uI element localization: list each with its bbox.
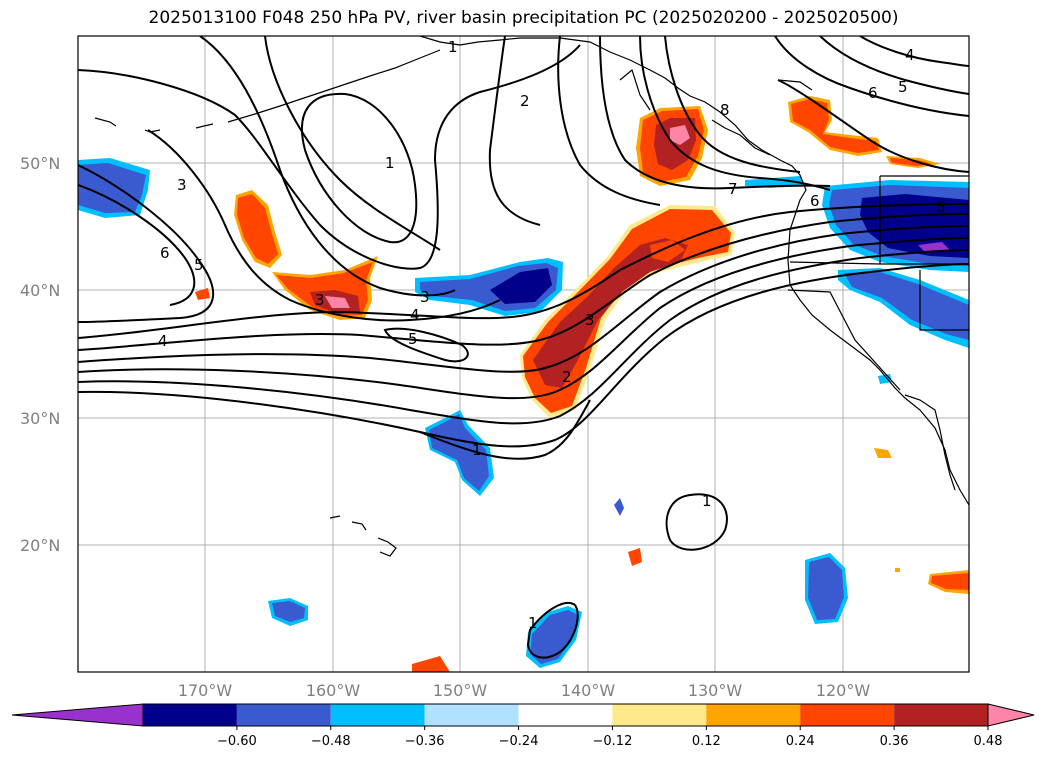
colorbar-segment	[894, 704, 988, 726]
contour-label: 3	[315, 291, 325, 309]
negative-pc-patches	[78, 158, 969, 668]
colorbar-segment	[236, 704, 331, 726]
map-border	[77, 35, 970, 673]
colorbar-tick-label: −0.24	[499, 734, 539, 749]
contour-label: 6	[868, 84, 878, 102]
colorbar-tick-label: 0.48	[974, 734, 1003, 749]
colorbar-tick-label: −0.60	[217, 734, 257, 749]
lon-label-150w: 150°W	[433, 681, 488, 700]
lat-label-20n: 20°N	[20, 536, 60, 555]
positive-pc-patches	[195, 96, 969, 672]
contour-label: 5	[936, 198, 946, 216]
contour-label: 4	[410, 306, 420, 324]
contour-label: 1	[528, 614, 538, 632]
contour-label: 7	[728, 180, 738, 198]
contour-label: 2	[520, 92, 530, 110]
lat-label-30n: 30°N	[20, 409, 60, 428]
colorbar-tick-label: 0.24	[786, 734, 815, 749]
pv-contours	[78, 36, 969, 659]
colorbar-extend-high	[987, 703, 1035, 727]
lon-label-160w: 160°W	[306, 681, 361, 700]
contour-label: 5	[898, 78, 908, 96]
contour-label: 3	[585, 311, 595, 329]
colorbar-tick-label: −0.12	[593, 734, 633, 749]
colorbar-segment	[800, 704, 895, 726]
longitude-labels: 170°W 160°W 150°W 140°W 130°W 120°W	[178, 681, 871, 700]
contour-label: 5	[194, 256, 204, 274]
colorbar-tick-label: 0.36	[880, 734, 909, 749]
contour-label: 8	[720, 101, 730, 119]
contour-label: 1	[448, 38, 458, 56]
contour-label: 2	[562, 368, 572, 386]
colorbar-segment	[518, 704, 613, 726]
latitude-labels: 50°N 40°N 30°N 20°N	[20, 154, 60, 555]
contour-label: 5	[408, 330, 418, 348]
colorbar-tick-label: 0.12	[692, 734, 721, 749]
lon-label-140w: 140°W	[561, 681, 616, 700]
lon-label-130w: 130°W	[688, 681, 743, 700]
contour-label: 1	[702, 492, 712, 510]
contour-label: 3	[420, 288, 430, 306]
lon-label-120w: 120°W	[816, 681, 871, 700]
contour-label: 4	[905, 46, 915, 64]
contour-label: 1	[472, 441, 482, 459]
colorbar-tick-label: −0.48	[311, 734, 351, 749]
colorbar-segment	[330, 704, 425, 726]
colorbar-extend-low	[11, 703, 144, 727]
contour-label: 6	[160, 244, 170, 262]
colorbar-segment	[424, 704, 519, 726]
colorbar-segment	[143, 704, 237, 726]
colorbar-tick-label: −0.36	[405, 734, 445, 749]
contour-label: 4	[158, 332, 168, 350]
colorbar-outline	[142, 703, 989, 727]
colorbar-segment	[706, 704, 801, 726]
contour-label: 3	[177, 176, 187, 194]
lon-label-170w: 170°W	[178, 681, 233, 700]
lat-label-40n: 40°N	[20, 281, 60, 300]
contour-labels: 1 2 1 3 3 6 5 4 5 4 3 1 2 3 8 7 6 6 5 4 …	[158, 38, 946, 632]
contour-label: 1	[385, 154, 395, 172]
colorbar: −0.60 −0.48 −0.36 −0.24 −0.12 0.12 0.24 0.36 0.4…	[11, 703, 1035, 749]
lat-label-50n: 50°N	[20, 154, 60, 173]
coastlines	[94, 36, 969, 557]
map-title: 2025013100 F048 250 hPa PV, river basin …	[148, 8, 899, 28]
contour-label: 6	[810, 192, 820, 210]
colorbar-segment	[612, 704, 707, 726]
